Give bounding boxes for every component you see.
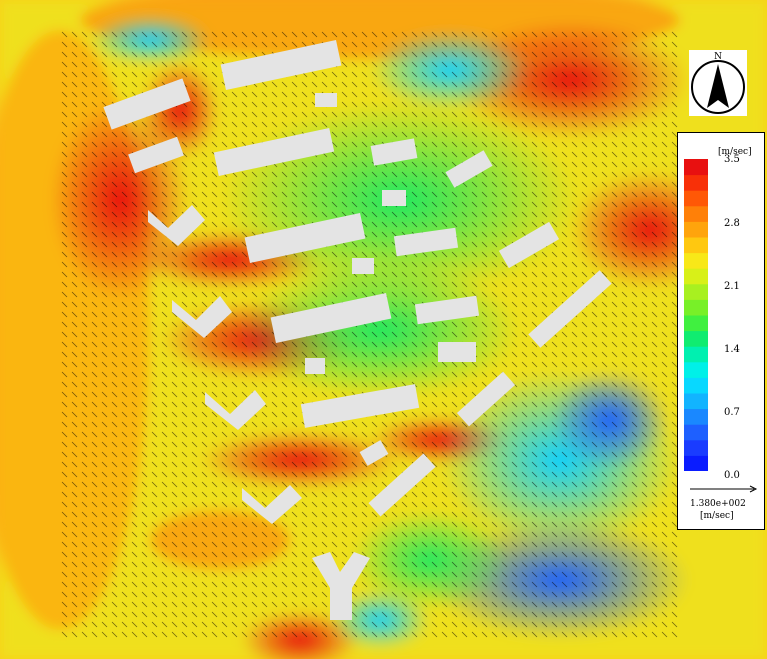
velocity-vectors	[60, 30, 680, 640]
color-step	[684, 377, 708, 394]
color-legend: [m/sec] 3.5 2.8 2.1 1.4 0.7 0.0 1.380e+0…	[677, 132, 765, 530]
color-step	[684, 346, 708, 363]
legend-tick: 1.4	[724, 344, 740, 355]
buildings	[103, 40, 612, 620]
color-step	[684, 393, 708, 410]
vector-scale-unit: [m/sec]	[700, 511, 734, 521]
color-step	[684, 237, 708, 254]
color-step	[684, 408, 708, 425]
compass-label: N	[714, 52, 722, 62]
color-step	[684, 190, 708, 207]
color-step	[684, 299, 708, 316]
legend-tick-min: 0.0	[724, 470, 740, 481]
legend-tick: 2.1	[724, 281, 740, 292]
color-step	[684, 424, 708, 441]
legend-unit-top: [m/sec]	[718, 147, 752, 157]
color-step	[684, 283, 708, 300]
legend-tick-max: 3.5	[724, 154, 740, 165]
color-step	[684, 439, 708, 456]
north-arrow-icon: N	[691, 52, 745, 114]
color-scale-bar	[684, 159, 708, 471]
color-step	[684, 361, 708, 378]
color-step	[684, 252, 708, 269]
vector-scale-arrow	[690, 485, 758, 493]
color-step	[684, 330, 708, 347]
compass: N	[689, 50, 747, 116]
color-step	[684, 159, 708, 176]
color-step	[684, 174, 708, 191]
legend-tick: 0.7	[724, 407, 740, 418]
color-step	[684, 221, 708, 238]
vector-scale-value: 1.380e+002	[690, 499, 746, 509]
color-step	[684, 455, 708, 471]
color-step	[684, 205, 708, 222]
color-step	[684, 315, 708, 332]
color-step	[684, 268, 708, 285]
legend-tick: 2.8	[724, 218, 740, 229]
